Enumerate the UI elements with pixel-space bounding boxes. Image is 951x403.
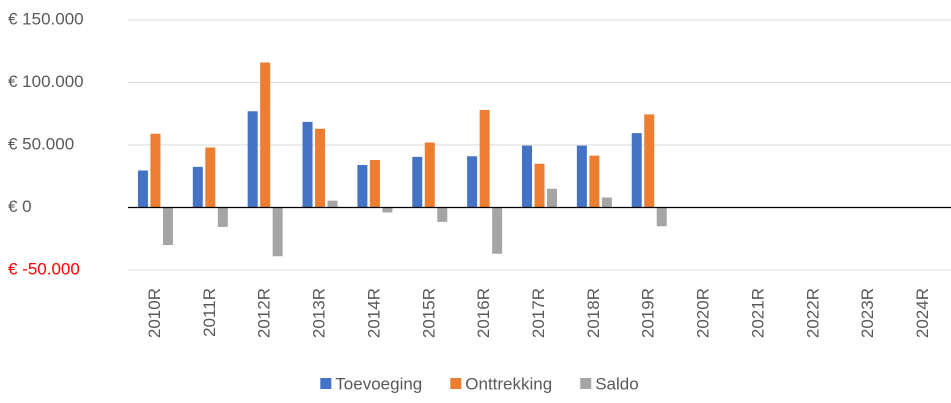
bar	[467, 156, 478, 208]
x-tick-label: 2022R	[803, 288, 822, 338]
legend-label: Onttrekking	[465, 374, 552, 393]
bar	[631, 133, 642, 208]
x-tick-label: 2011R	[200, 288, 219, 337]
bar	[492, 207, 503, 254]
bar	[424, 142, 435, 208]
bar	[644, 114, 655, 208]
bar	[369, 160, 380, 208]
bar	[162, 207, 173, 245]
x-tick-label: 2012R	[255, 288, 274, 338]
x-tick-label: 2024R	[913, 288, 932, 338]
legend-label: Toevoeging	[335, 374, 422, 393]
legend-label: Saldo	[595, 374, 638, 393]
y-tick-label: € 0	[8, 197, 32, 216]
x-tick-label: 2018R	[584, 288, 603, 338]
bar	[272, 207, 283, 257]
bar	[412, 156, 423, 208]
x-tick-label: 2020R	[694, 288, 713, 338]
y-tick-label: € 50.000	[8, 134, 74, 153]
x-tick-label: 2019R	[639, 288, 658, 338]
x-tick-label: 2021R	[748, 288, 767, 338]
bar	[327, 200, 338, 208]
bar	[601, 197, 612, 208]
bar	[589, 155, 600, 208]
x-tick-label: 2010R	[145, 288, 164, 338]
x-tick-label: 2015R	[419, 288, 438, 338]
y-tick-label: € 150.000	[8, 9, 84, 28]
bar	[357, 165, 368, 208]
x-tick-label: 2014R	[364, 288, 383, 338]
bar	[137, 170, 148, 208]
bar	[217, 207, 228, 227]
y-tick-label: € 100.000	[8, 72, 84, 91]
bar	[150, 133, 161, 208]
x-tick-label: 2016R	[474, 288, 493, 338]
x-tick-label: 2023R	[858, 288, 877, 338]
x-tick-label: 2017R	[529, 288, 548, 338]
bar	[192, 166, 203, 208]
legend-swatch	[320, 378, 332, 389]
bar	[437, 207, 448, 222]
bar	[260, 62, 271, 208]
bar	[247, 111, 258, 208]
bar	[205, 147, 216, 208]
bar	[656, 207, 667, 227]
y-tick-label: € -50.000	[8, 259, 80, 278]
bar	[382, 207, 393, 213]
bar	[576, 145, 587, 208]
legend-swatch	[580, 378, 592, 389]
bar	[315, 128, 326, 208]
bar	[522, 145, 532, 208]
legend: Toevoeging Onttrekking Saldo	[320, 374, 639, 393]
bar	[534, 163, 545, 208]
bar	[547, 188, 557, 208]
bar	[302, 121, 313, 208]
bar	[479, 110, 490, 208]
x-tick-label: 2013R	[310, 288, 329, 338]
legend-swatch	[450, 378, 462, 389]
